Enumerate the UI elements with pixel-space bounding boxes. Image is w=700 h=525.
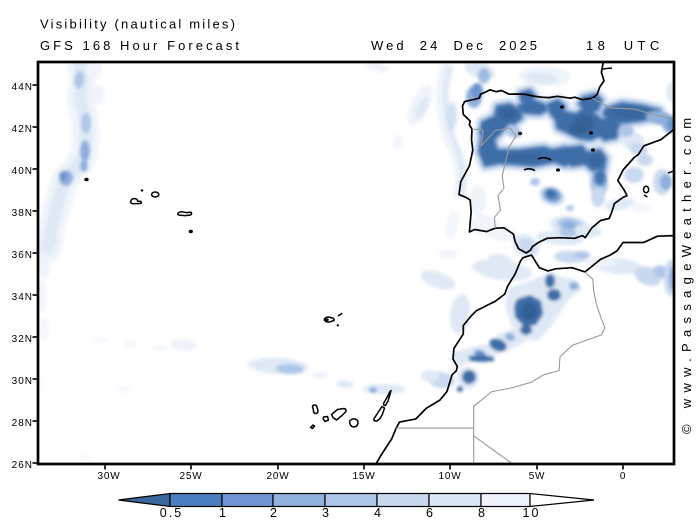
svg-text:0: 0 xyxy=(620,471,626,482)
svg-text:15W: 15W xyxy=(353,471,376,482)
svg-text:28N: 28N xyxy=(12,418,33,429)
svg-text:8: 8 xyxy=(478,506,487,520)
svg-text:36N: 36N xyxy=(12,250,33,261)
svg-text:34N: 34N xyxy=(12,292,33,303)
svg-text:1: 1 xyxy=(219,506,228,520)
svg-text:30N: 30N xyxy=(12,376,33,387)
svg-text:2: 2 xyxy=(270,506,279,520)
svg-text:4: 4 xyxy=(374,506,383,520)
svg-text:25W: 25W xyxy=(180,471,203,482)
svg-text:© www.PassageWeather.com: © www.PassageWeather.com xyxy=(679,112,694,434)
svg-text:30W: 30W xyxy=(98,471,121,482)
svg-text:3: 3 xyxy=(322,506,331,520)
svg-text:GFS 168 Hour Forecast: GFS 168 Hour Forecast xyxy=(40,38,242,53)
svg-text:18 UTC: 18 UTC xyxy=(586,38,664,53)
svg-text:40N: 40N xyxy=(12,166,33,177)
svg-text:Visibility (nautical miles): Visibility (nautical miles) xyxy=(40,17,237,32)
svg-text:Wed 24 Dec 2025: Wed 24 Dec 2025 xyxy=(371,38,540,53)
svg-text:10W: 10W xyxy=(439,471,462,482)
svg-text:42N: 42N xyxy=(12,124,33,135)
svg-text:32N: 32N xyxy=(12,334,33,345)
svg-text:5W: 5W xyxy=(529,471,546,482)
svg-text:20W: 20W xyxy=(267,471,290,482)
svg-text:26N: 26N xyxy=(12,460,33,471)
svg-text:10: 10 xyxy=(523,506,541,520)
svg-text:0.5: 0.5 xyxy=(160,506,183,520)
svg-text:38N: 38N xyxy=(12,208,33,219)
svg-text:6: 6 xyxy=(426,506,435,520)
svg-text:44N: 44N xyxy=(12,82,33,93)
